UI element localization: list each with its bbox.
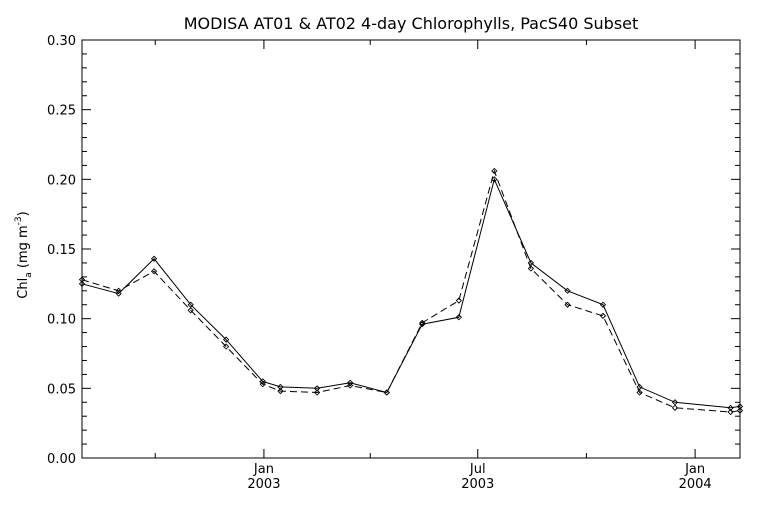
data-point-dashed: [347, 382, 354, 389]
x-tick-label-month: Jul: [469, 462, 486, 477]
data-point-solid: [564, 287, 571, 294]
plot-series: [78, 167, 744, 416]
data-point-solid: [115, 290, 122, 297]
y-tick-label: 0.05: [47, 382, 76, 397]
data-point-dashed: [383, 389, 390, 396]
y-tick-label: 0.20: [47, 173, 76, 188]
data-point-dashed: [313, 389, 321, 396]
data-point-dashed: [222, 343, 230, 350]
svg-text:Chla (mg m-3): Chla (mg m-3): [14, 211, 34, 298]
y-tick-label: 0.30: [47, 34, 76, 49]
y-axis-label-units-sup: -3: [14, 216, 24, 225]
data-point-solid: [277, 383, 284, 391]
x-tick-label-year: 2004: [679, 477, 712, 492]
data-point-solid: [313, 385, 321, 392]
x-tick-label-month: Jan: [684, 462, 705, 477]
data-point-solid: [150, 255, 158, 262]
y-axis-label-main: Chl: [16, 278, 31, 299]
y-tick-label: 0.15: [47, 243, 76, 258]
data-point-dashed: [78, 276, 86, 283]
y-tick-label: 0.10: [47, 313, 76, 328]
y-axis: 0.00 0.05 0.10 0.15 0.20 0.25 0.30: [47, 34, 740, 467]
y-axis-label-sub: a: [24, 272, 34, 278]
data-point-dashed: [455, 297, 462, 304]
data-point-dashed: [150, 268, 158, 275]
x-tick-label-month: Jan: [253, 462, 274, 477]
x-tick-label-year: 2003: [247, 477, 280, 492]
data-point-solid: [455, 314, 462, 321]
plot-frame: [81, 39, 741, 459]
data-point-solid: [222, 336, 230, 343]
series-line-solid: [81, 177, 741, 409]
data-point-dashed: [259, 381, 266, 388]
data-point-dashed: [187, 307, 194, 314]
y-axis-label: Chla (mg m-3): [14, 211, 34, 298]
data-point-solid: [78, 280, 86, 287]
data-point-dashed: [599, 312, 607, 320]
data-point-dashed: [727, 408, 734, 416]
data-point-dashed: [115, 287, 122, 294]
data-point-solid: [599, 301, 607, 308]
data-point-dashed: [636, 389, 643, 396]
data-point-solid: [727, 404, 734, 411]
data-point-dashed: [527, 265, 535, 272]
data-point-solid: [736, 403, 744, 410]
data-point-dashed: [491, 167, 498, 175]
data-point-dashed: [671, 404, 679, 411]
data-point-dashed: [564, 301, 571, 308]
data-point-dashed: [419, 319, 426, 326]
data-point-dashed: [736, 407, 744, 414]
x-tick-label-year: 2003: [461, 477, 494, 492]
series-line-dashed: [81, 169, 741, 413]
y-axis-label-units-close: ): [16, 211, 31, 216]
y-axis-label-units: (mg m: [16, 225, 31, 272]
y-tick-label: 0.25: [47, 104, 76, 119]
chart-title: MODISA AT01 & AT02 4-day Chlorophylls, P…: [184, 14, 639, 33]
y-tick-label: 0.00: [47, 452, 76, 467]
data-point-dashed: [277, 387, 284, 395]
